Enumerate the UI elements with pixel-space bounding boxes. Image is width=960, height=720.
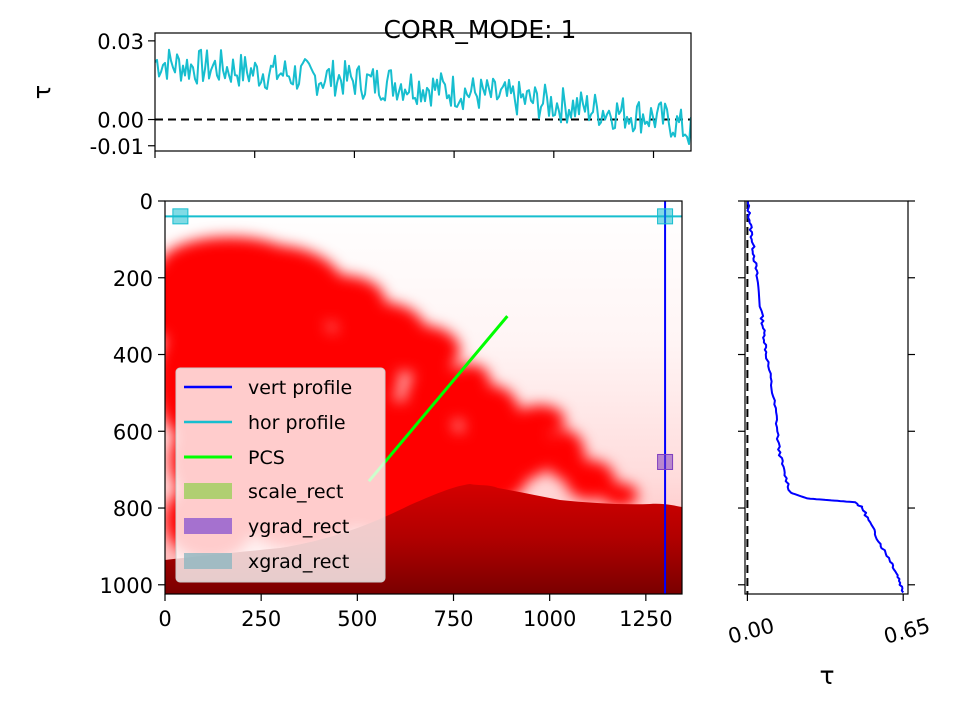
- legend-swatch-ygrad-rect: [184, 518, 232, 534]
- top-ytick-label: 0.00: [97, 109, 144, 133]
- legend-label-pcs: PCS: [248, 447, 285, 469]
- image-ytick-label: 400: [113, 344, 153, 368]
- right-profile-series-line: [746, 201, 905, 594]
- right-y-ticks: [738, 200, 915, 586]
- legend-label-xgrad-rect: xgrad_rect: [248, 551, 349, 573]
- image-ytick-label: 800: [113, 497, 153, 521]
- image-xtick-label: 1000: [523, 607, 576, 631]
- image-xtick-label: 750: [433, 607, 473, 631]
- image-xtick-label: 500: [337, 607, 377, 631]
- legend-swatch-xgrad-rect: [184, 553, 232, 569]
- legend-label-hor-profile: hor profile: [248, 412, 346, 434]
- pcs-line: [367, 315, 509, 483]
- top-ytick-label: 0.03: [97, 30, 144, 54]
- top-xgrid-ticks: [154, 151, 655, 158]
- image-y-ticks: 0 200 400 600 800 1000: [100, 190, 165, 598]
- top-plot-frame: [154, 32, 692, 152]
- right-xtick-label: 0.00: [725, 613, 776, 648]
- top-ylabel: τ: [28, 85, 56, 99]
- image-ytick-label: 200: [113, 267, 153, 291]
- image-ytick-label: 0: [140, 190, 153, 214]
- legend: vert profile hor profile PCS scale_rect …: [175, 367, 386, 583]
- figure-title: CORR_MODE: 1: [384, 15, 577, 44]
- right-plot-frame: [744, 200, 909, 595]
- xgrad-rect-marker: [172, 208, 189, 225]
- xgrad-rect-marker: [657, 208, 674, 225]
- right-xtick-label: 0.65: [881, 613, 932, 648]
- image-panel: 0 200 400 600 800 1000 0 250 500 750 1000 1250 ver…: [100, 190, 683, 631]
- image-xtick-label: 1250: [619, 607, 672, 631]
- top-ytick-label: -0.01: [90, 135, 144, 159]
- image-x-ticks: 0 250 500 750 1000 1250: [158, 594, 673, 631]
- top-ygrid-ticks: 0.03 0.00-0.01: [90, 30, 155, 159]
- top-profile-panel: τ 0.03 0.00-0.01: [28, 30, 692, 159]
- legend-label-scale-rect: scale_rect: [248, 481, 343, 503]
- right-x-ticks: 0.00 0.65: [725, 594, 933, 649]
- image-plot-frame: [164, 200, 683, 595]
- marker-group: [172, 208, 674, 470]
- image-xtick-label: 0: [158, 607, 171, 631]
- image-xtick-label: 250: [241, 607, 281, 631]
- top-profile-series-line: [155, 48, 691, 145]
- legend-swatch-scale-rect: [184, 483, 232, 499]
- image-ytick-label: 600: [113, 420, 153, 444]
- legend-label-ygrad-rect: ygrad_rect: [248, 516, 349, 538]
- right-xlabel: τ: [819, 661, 834, 690]
- legend-label-vert-profile: vert profile: [248, 377, 352, 399]
- ygrad-rect-marker: [657, 453, 674, 470]
- image-ytick-label: 1000: [100, 574, 153, 598]
- legend-box: [175, 367, 386, 583]
- right-profile-panel: 0.00 0.65 τ: [725, 200, 933, 690]
